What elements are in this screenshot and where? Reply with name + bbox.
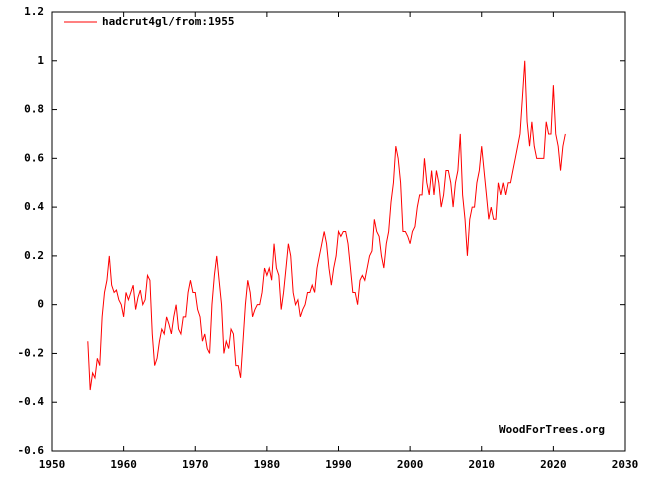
- x-tick-label: 2010: [469, 458, 496, 471]
- y-tick-label: -0.2: [18, 346, 45, 359]
- x-tick-label: 1960: [110, 458, 137, 471]
- y-tick-label: 0.8: [24, 103, 44, 116]
- x-tick-label: 1950: [39, 458, 66, 471]
- x-tick-label: 1980: [254, 458, 281, 471]
- y-tick-label: -0.4: [18, 395, 45, 408]
- x-tick-label: 1970: [182, 458, 209, 471]
- y-tick-label: 0.2: [24, 249, 44, 262]
- y-tick-label: 1: [37, 54, 44, 67]
- y-tick-label: -0.6: [18, 444, 45, 457]
- y-tick-label: 0: [37, 298, 44, 311]
- y-tick-label: 0.6: [24, 151, 44, 164]
- legend-label: hadcrut4gl/from:1955: [102, 15, 234, 28]
- x-tick-label: 2000: [397, 458, 424, 471]
- x-tick-label: 2030: [612, 458, 639, 471]
- y-tick-label: 1.2: [24, 5, 44, 18]
- x-tick-label: 2020: [540, 458, 567, 471]
- y-tick-label: 0.4: [24, 200, 44, 213]
- x-tick-label: 1990: [325, 458, 352, 471]
- series-line: [87, 60, 566, 391]
- annotation: WoodForTrees.org: [499, 423, 605, 436]
